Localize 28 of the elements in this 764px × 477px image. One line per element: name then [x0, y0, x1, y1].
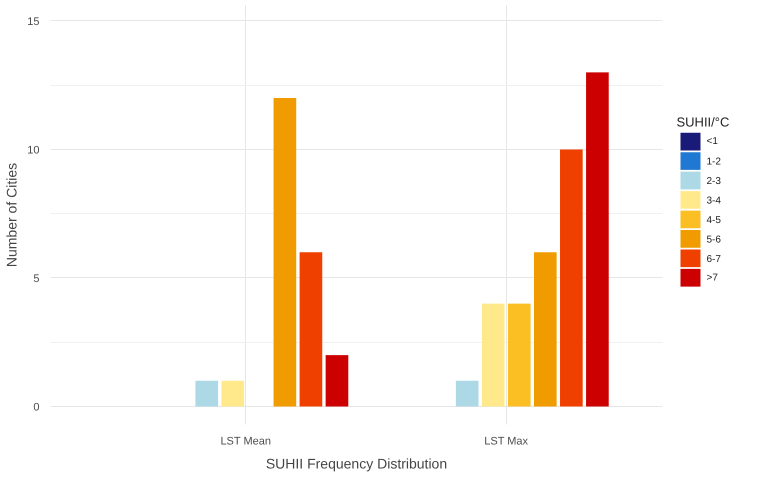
bar: [274, 98, 296, 407]
bar: [221, 380, 244, 407]
legend-label: <1: [706, 136, 718, 148]
legend-label: 2-3: [706, 176, 722, 188]
legend-label: 5-6: [706, 234, 722, 246]
legend-label: 1-2: [706, 156, 722, 168]
legend-label: >7: [706, 272, 718, 284]
y-axis-title: Number of Cities: [3, 162, 20, 268]
legend-title: SUHII/°C: [676, 114, 730, 130]
bar: [456, 380, 479, 407]
legend-label: 4-5: [706, 214, 722, 226]
bar: [586, 72, 609, 407]
x-axis-title: SUHII Frequency Distribution: [266, 456, 448, 472]
x-tick-label: LST Mean: [220, 436, 272, 448]
x-tick-label: LST Max: [484, 436, 529, 448]
bar: [560, 149, 583, 407]
y-tick-label: 0: [33, 402, 40, 414]
y-tick-label: 10: [27, 144, 40, 156]
bar: [508, 304, 531, 407]
bar: [300, 252, 322, 407]
bar: [534, 252, 557, 407]
legend-label: 3-4: [706, 195, 722, 206]
bar: [326, 355, 348, 407]
legend-label: 6-7: [706, 254, 722, 265]
bar: [482, 304, 505, 407]
y-tick-label: 15: [27, 16, 40, 28]
y-tick-label: 5: [33, 272, 40, 285]
bar: [195, 380, 218, 407]
